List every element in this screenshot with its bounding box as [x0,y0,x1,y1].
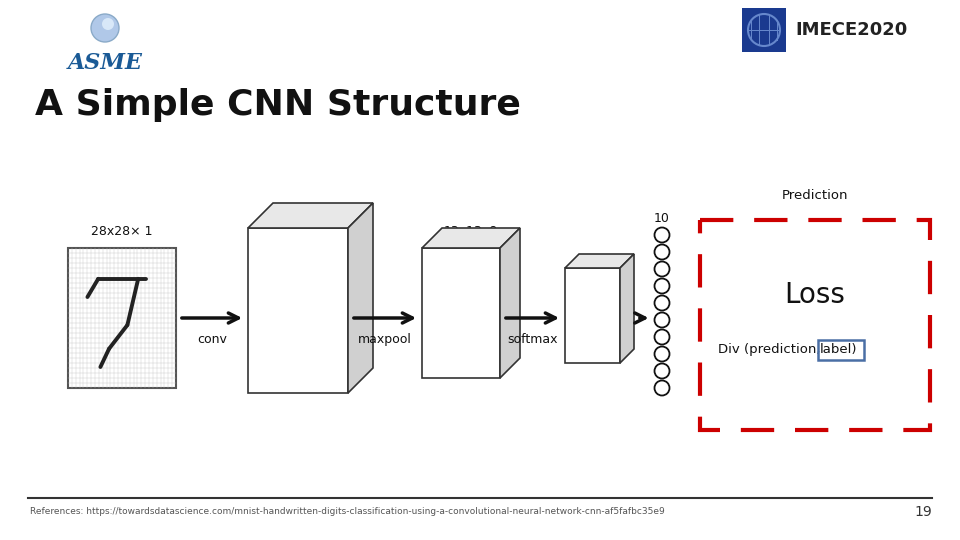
Circle shape [655,363,669,379]
Text: 19: 19 [914,505,932,519]
Circle shape [655,381,669,395]
Bar [818,340,864,360]
Polygon shape [565,268,620,363]
Circle shape [655,261,669,276]
Text: maxpool: maxpool [358,333,412,346]
Text: 13x13x8: 13x13x8 [444,225,498,238]
Bar [742,8,786,52]
Polygon shape [565,254,634,268]
Text: ASME: ASME [67,52,142,74]
Text: A Simple CNN Structure: A Simple CNN Structure [35,88,521,122]
Bar [700,220,930,430]
Polygon shape [248,203,373,228]
Circle shape [102,18,114,30]
Text: conv: conv [197,333,227,346]
Circle shape [655,329,669,345]
Text: 26x26x8: 26x26x8 [283,205,338,218]
Text: Div (prediction,: Div (prediction, [718,343,825,356]
Polygon shape [422,228,520,248]
Circle shape [655,313,669,327]
Text: softmax: softmax [507,333,558,346]
Text: Loss: Loss [784,281,846,309]
Polygon shape [422,248,500,378]
Circle shape [655,227,669,242]
Text: 10: 10 [654,212,670,225]
Text: References: https://towardsdatascience.com/mnist-handwritten-digits-classificati: References: https://towardsdatascience.c… [30,508,664,516]
Circle shape [655,245,669,260]
Polygon shape [500,228,520,378]
Polygon shape [248,228,348,393]
Polygon shape [620,254,634,363]
Circle shape [655,347,669,361]
Text: label): label) [820,343,857,356]
Circle shape [655,295,669,310]
Text: 28x28× 1: 28x28× 1 [91,225,153,238]
Text: IMECE2020: IMECE2020 [795,21,907,39]
Polygon shape [348,203,373,393]
Circle shape [91,14,119,42]
Text: Prediction: Prediction [781,189,849,202]
Bar [68,248,176,388]
Circle shape [655,279,669,294]
